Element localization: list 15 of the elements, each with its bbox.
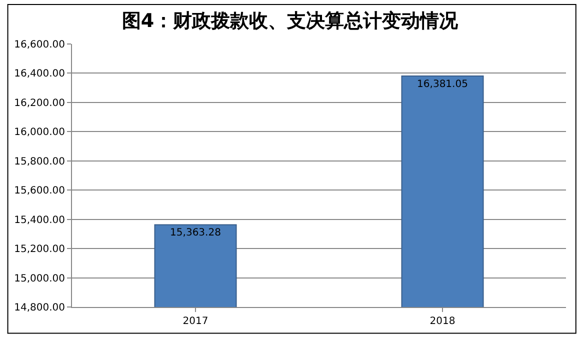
- y-tick-label: 16,400.00: [14, 68, 65, 80]
- data-label: 16,381.05: [417, 78, 468, 90]
- y-tick-label: 16,000.00: [14, 127, 65, 138]
- y-tick-label: 15,000.00: [14, 273, 65, 284]
- y-tick-label: 15,800.00: [14, 156, 65, 168]
- y-tick-label: 16,200.00: [14, 98, 65, 109]
- y-tick-label: 14,800.00: [14, 302, 65, 314]
- y-tick-label: 15,400.00: [14, 214, 65, 226]
- y-tick-label: 16,600.00: [14, 40, 65, 50]
- chart-title: 图4：财政拨款收、支决算总计变动情况: [122, 10, 460, 32]
- x-tick-label: 2018: [430, 316, 456, 327]
- y-tick-label: 15,600.00: [14, 186, 65, 197]
- data-label: 15,363.28: [170, 228, 221, 239]
- x-tick-label: 2017: [182, 316, 208, 327]
- y-tick-label: 15,200.00: [14, 244, 65, 256]
